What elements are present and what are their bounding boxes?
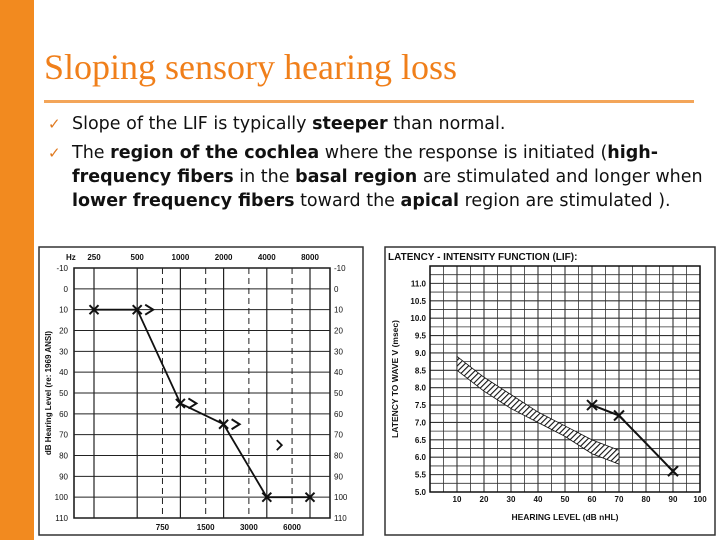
audiogram-y-axis-label: dB Hearing Level (re: 1969 ANSI) — [44, 331, 53, 456]
lif-title: LATENCY - INTENSITY FUNCTION (LIF): — [388, 252, 577, 263]
lif-y-tick: 8.5 — [415, 366, 427, 375]
audiogram-svg: -10 -10 0 0 10 10 20 20 30 30 40 40 50 50 60 60 70 70 80 80… — [38, 246, 364, 536]
audiogram-x-bottom-tick: 6000 — [283, 523, 301, 532]
audiogram-y-tick-left: 70 — [59, 431, 68, 440]
lif-x-tick: 10 — [453, 495, 462, 504]
lif-x-tick: 50 — [561, 495, 570, 504]
audiogram-y-tick-right: 40 — [334, 368, 343, 377]
lif-y-tick: 6.0 — [415, 453, 427, 462]
audiogram-y-tick-left: 20 — [59, 327, 68, 336]
lif-x-tick: 20 — [480, 495, 489, 504]
audiogram-y-tick-right: 30 — [334, 347, 343, 356]
lif-y-tick: 7.5 — [415, 401, 427, 410]
audiogram-y-tick-left: 0 — [64, 285, 69, 294]
audiogram-x-top-tick: 500 — [131, 253, 145, 262]
audiogram-x-top-tick: 2000 — [215, 253, 233, 262]
audiogram-point-x — [304, 491, 316, 503]
audiogram-point-bone — [187, 397, 199, 410]
lif-y-tick: 5.5 — [415, 471, 427, 480]
audiogram-point-x — [175, 398, 186, 409]
audiogram-y-tick-left: 90 — [59, 472, 68, 481]
audiogram-x-top-tick: 4000 — [258, 253, 276, 262]
audiogram-series-line — [94, 308, 310, 499]
check-icon: ✓ — [48, 115, 61, 133]
audiogram-point-bone — [144, 303, 156, 316]
lif-x-axis-label: HEARING LEVEL (dB nHL) — [511, 512, 618, 522]
audiogram-point-x — [131, 304, 143, 315]
accent-side-bar — [0, 0, 34, 540]
audiogram-y-tick-right: -10 — [334, 264, 346, 273]
audiogram-y-tick-left: -10 — [56, 264, 68, 273]
audiogram-y-tick-left: 10 — [59, 306, 68, 315]
audiogram-y-tick-right: 60 — [334, 410, 343, 419]
audiogram-y-tick-right: 70 — [334, 431, 343, 440]
audiogram-y-tick-right: 110 — [334, 514, 347, 523]
bullet-item-2: ✓ The region of the cochlea where the re… — [48, 141, 708, 213]
lif-y-tick: 8.0 — [415, 384, 427, 393]
lif-y-tick: 10.5 — [410, 297, 426, 306]
lif-point-x — [667, 465, 679, 477]
audiogram-chart: -10 -10 0 0 10 10 20 20 30 30 40 40 50 50 60 60 70 70 80 80… — [38, 246, 364, 536]
audiogram-x-bottom-tick: 1500 — [197, 523, 215, 532]
lif-y-tick: 5.0 — [415, 488, 427, 497]
audiogram-point-x — [88, 304, 100, 315]
audiogram-point-x — [218, 419, 229, 430]
lif-svg: LATENCY - INTENSITY FUNCTION (LIF): 11.0 1… — [384, 246, 716, 536]
slide-title: Sloping sensory hearing loss — [44, 47, 457, 87]
lif-x-tick: 70 — [615, 495, 624, 504]
lif-y-tick: 9.5 — [415, 332, 427, 341]
bullet-list: ✓ Slope of the LIF is typically steeper … — [48, 112, 708, 218]
lif-y-axis-label: LATENCY TO WAVE V (msec) — [390, 320, 400, 438]
audiogram-frame — [38, 246, 364, 536]
audiogram-y-tick-right: 10 — [334, 306, 343, 315]
audiogram-y-tick-right: 100 — [334, 493, 348, 502]
lif-x-tick: 40 — [534, 495, 543, 504]
lif-y-tick: 9.0 — [415, 349, 427, 358]
check-icon: ✓ — [48, 144, 61, 162]
lif-y-tick: 6.5 — [415, 436, 427, 445]
lif-y-tick: 7.0 — [415, 418, 427, 427]
lif-y-tick: 10.0 — [410, 314, 426, 323]
audiogram-y-tick-right: 20 — [334, 327, 343, 336]
lif-plot-area — [429, 265, 701, 493]
audiogram-point-bone — [276, 439, 284, 451]
audiogram-y-tick-left: 110 — [55, 514, 68, 523]
audiogram-y-tick-right: 80 — [334, 452, 343, 461]
lif-point-x — [613, 409, 625, 422]
lif-point-x — [586, 399, 598, 411]
lif-normal-region — [456, 355, 620, 465]
lif-x-tick: 60 — [588, 495, 597, 504]
lif-x-tick: 90 — [669, 495, 678, 504]
audiogram-y-tick-left: 40 — [59, 368, 68, 377]
audiogram-y-tick-left: 60 — [59, 410, 68, 419]
audiogram-x-top-tick: 8000 — [301, 253, 319, 262]
bullet-text: Slope of the LIF is typically steeper th… — [72, 114, 506, 134]
title-underline — [44, 100, 694, 103]
audiogram-hz-label: Hz — [66, 253, 76, 262]
audiogram-y-tick-left: 30 — [59, 347, 68, 356]
audiogram-y-tick-right: 90 — [334, 472, 343, 481]
audiogram-x-top-tick: 250 — [87, 253, 101, 262]
bullet-item-1: ✓ Slope of the LIF is typically steeper … — [48, 112, 708, 136]
audiogram-point-bone — [231, 418, 242, 431]
lif-x-tick: 80 — [642, 495, 651, 504]
lif-y-tick: 11.0 — [411, 279, 427, 288]
audiogram-point-x — [261, 491, 273, 503]
audiogram-y-tick-left: 50 — [59, 389, 68, 398]
lif-x-tick: 100 — [693, 495, 707, 504]
audiogram-y-tick-left: 100 — [55, 493, 69, 502]
audiogram-x-top-tick: 1000 — [172, 253, 190, 262]
audiogram-x-bottom-tick: 750 — [156, 523, 170, 532]
bullet-text: The region of the cochlea where the resp… — [72, 143, 703, 211]
audiogram-y-tick-right: 50 — [334, 389, 343, 398]
lif-x-tick: 30 — [507, 495, 516, 504]
lif-frame — [384, 246, 716, 536]
audiogram-y-tick-left: 80 — [59, 452, 68, 461]
audiogram-y-tick-right: 0 — [334, 285, 339, 294]
lif-chart: LATENCY - INTENSITY FUNCTION (LIF): 11.0 1… — [384, 246, 716, 536]
audiogram-x-bottom-tick: 3000 — [240, 523, 258, 532]
